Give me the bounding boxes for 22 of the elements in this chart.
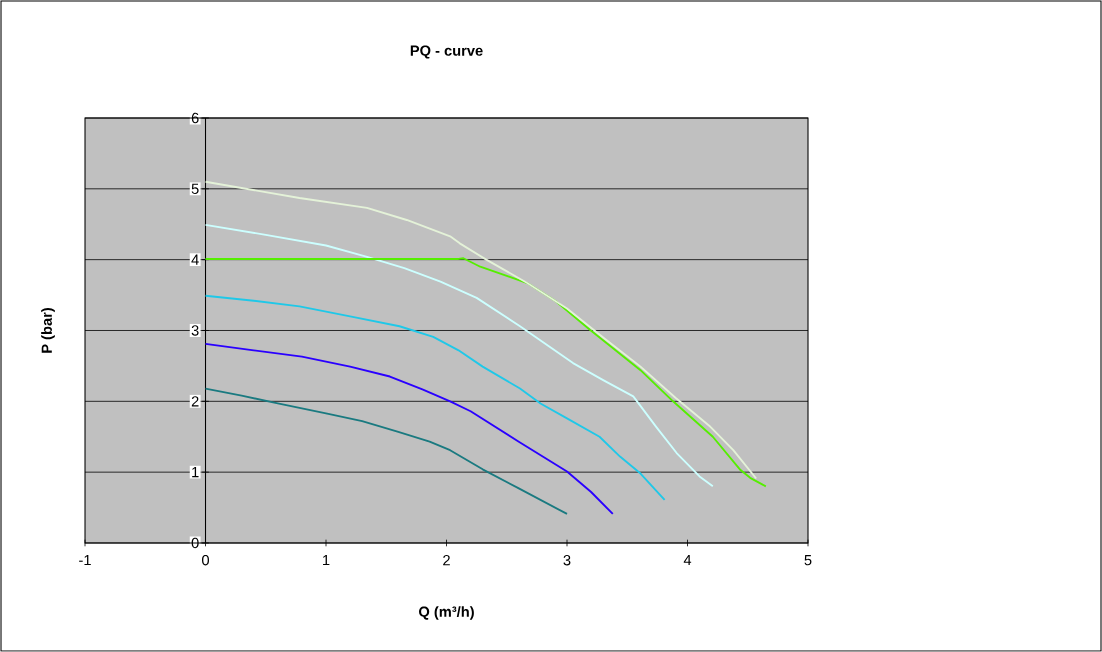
line-series: [204, 180, 758, 480]
chart-title: PQ - curve: [410, 45, 483, 59]
y-tick-label: 3: [191, 325, 199, 336]
x-tick-label: 2: [443, 555, 450, 566]
x-axis-title: Q (m³/h): [419, 606, 474, 620]
x-tick-label: -1: [79, 555, 91, 566]
x-tick-label: 0: [202, 555, 209, 566]
y-axis-title: P (bar): [41, 308, 55, 353]
x-tick-label: 1: [323, 555, 330, 566]
line-series: [204, 224, 714, 488]
line-series: [204, 343, 614, 515]
x-tick-label: 5: [804, 555, 812, 566]
x-tick-label: 4: [683, 555, 692, 566]
line-series: [204, 294, 666, 501]
y-tick-label: 5: [191, 183, 199, 194]
y-tick-label: 4: [191, 254, 199, 265]
y-tick-label: 2: [191, 396, 199, 407]
line-series: [204, 387, 568, 515]
y-tick-label: 6: [191, 112, 199, 124]
y-tick-label: 0: [191, 537, 199, 549]
y-tick-label: 1: [192, 467, 199, 478]
x-tick-label: 3: [563, 555, 571, 566]
